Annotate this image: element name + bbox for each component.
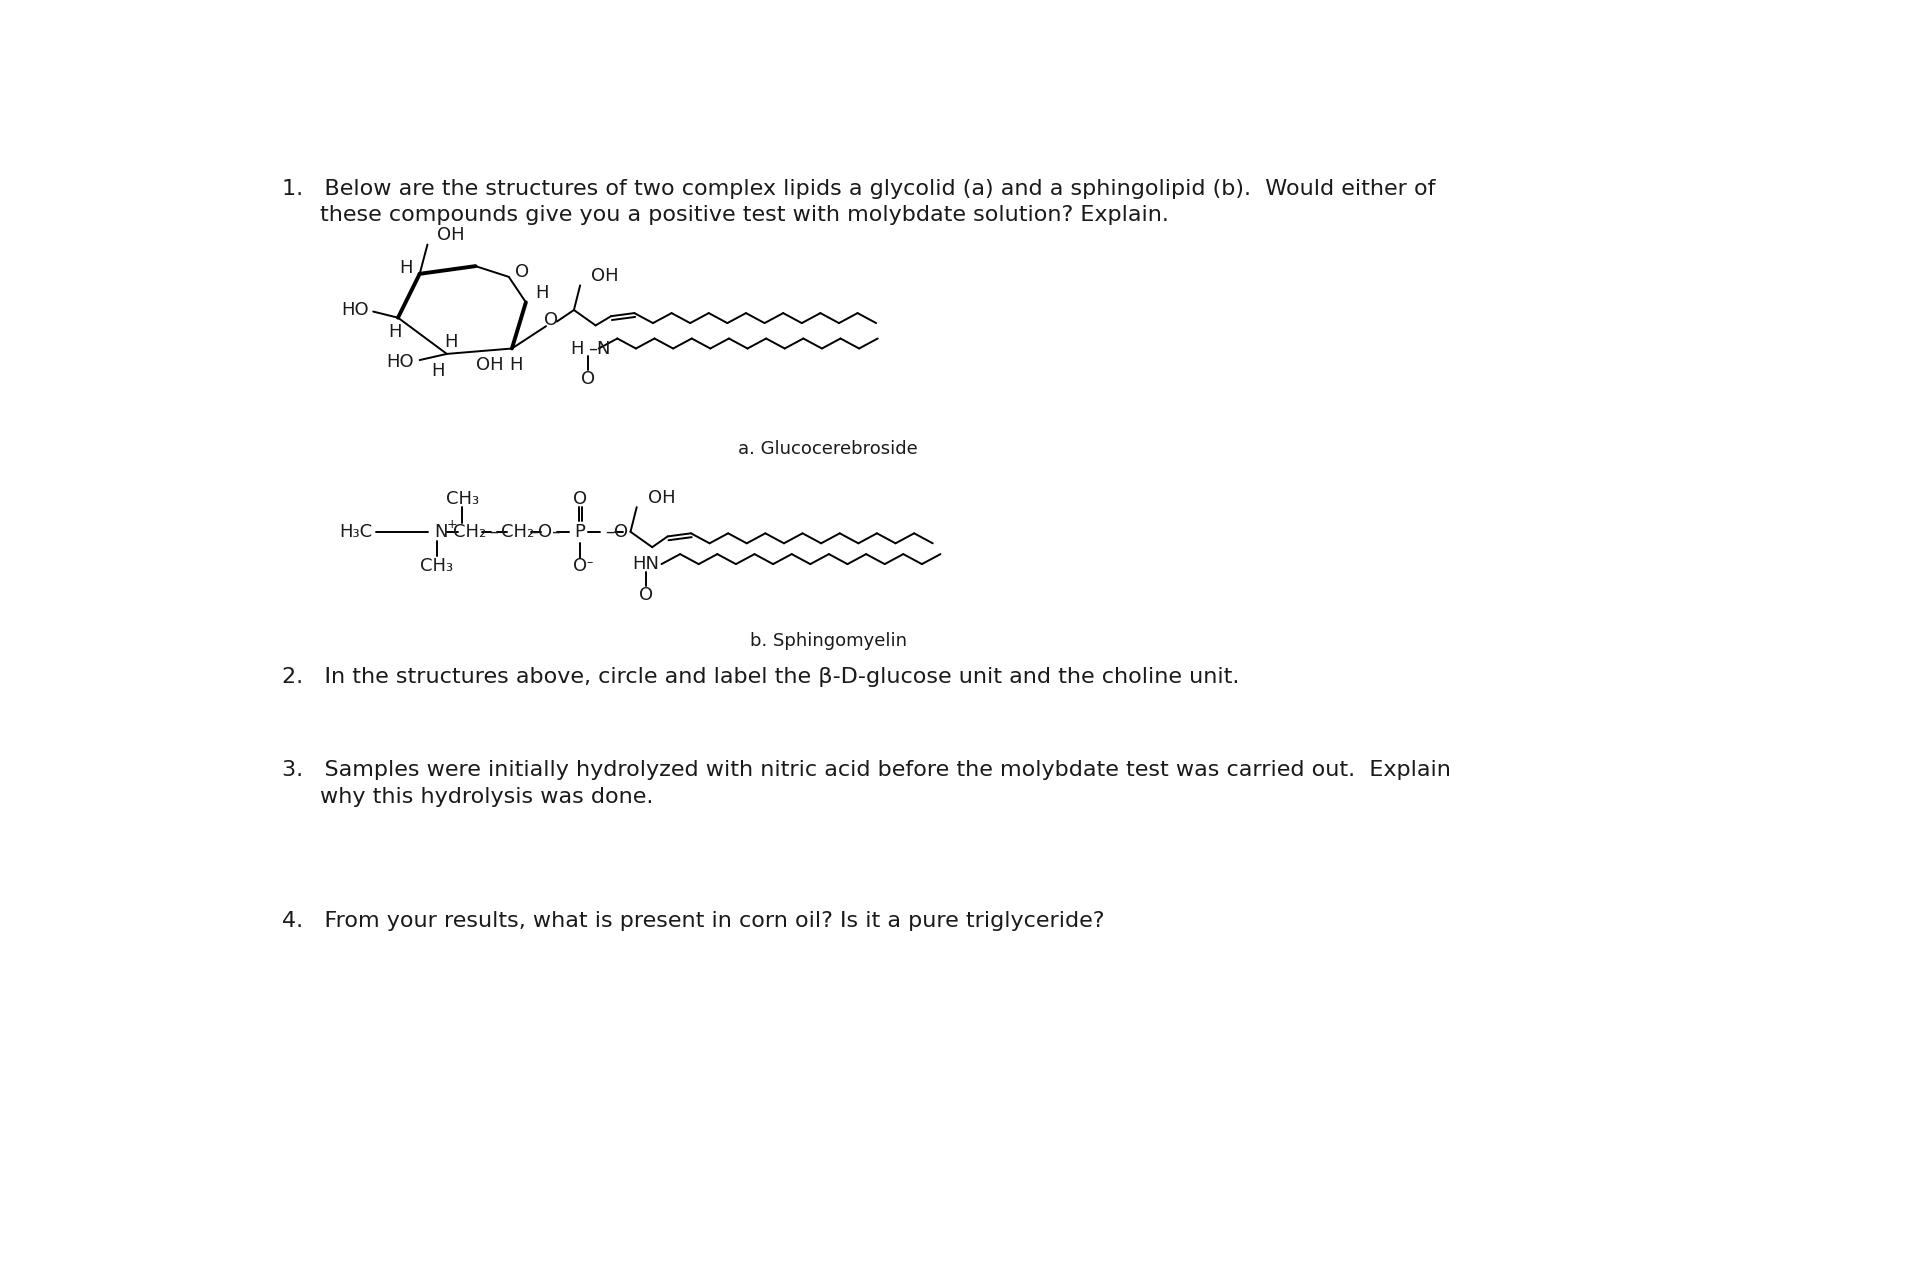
Text: O: O xyxy=(574,557,587,574)
Text: +: + xyxy=(448,517,457,530)
Text: CH₂: CH₂ xyxy=(453,522,486,540)
Text: –O–: –O– xyxy=(530,522,561,540)
Text: 1.   Below are the structures of two complex lipids a glycolid (a) and a sphingo: 1. Below are the structures of two compl… xyxy=(281,179,1435,199)
Text: –: – xyxy=(585,557,593,569)
Text: 3.   Samples were initially hydrolyzed with nitric acid before the molybdate tes: 3. Samples were initially hydrolyzed wit… xyxy=(281,761,1450,781)
Text: H: H xyxy=(388,322,402,341)
Text: –O: –O xyxy=(605,522,627,540)
Text: HO: HO xyxy=(341,301,369,320)
Text: O: O xyxy=(582,370,595,388)
Text: H: H xyxy=(444,332,457,350)
Text: CH₃: CH₃ xyxy=(446,491,478,508)
Text: why this hydrolysis was done.: why this hydrolysis was done. xyxy=(321,787,654,808)
Text: OH: OH xyxy=(436,226,465,245)
Text: CH₃: CH₃ xyxy=(421,557,453,574)
Text: O: O xyxy=(543,311,559,328)
Text: CH₂: CH₂ xyxy=(501,522,536,540)
Text: H₃C: H₃C xyxy=(339,522,373,540)
Text: HO: HO xyxy=(386,353,415,370)
Text: b. Sphingomyelin: b. Sphingomyelin xyxy=(750,633,907,650)
Text: –N: –N xyxy=(587,340,610,358)
Text: OH: OH xyxy=(591,268,618,285)
Text: HN: HN xyxy=(633,555,660,573)
Text: O: O xyxy=(639,586,652,604)
Text: O: O xyxy=(515,264,530,281)
Text: 2.   In the structures above, circle and label the β-D-glucose unit and the chol: 2. In the structures above, circle and l… xyxy=(281,667,1240,686)
Text: H: H xyxy=(536,284,549,302)
Text: OH: OH xyxy=(647,489,675,507)
Text: O: O xyxy=(574,491,587,508)
Text: H: H xyxy=(509,356,522,374)
Text: these compounds give you a positive test with molybdate solution? Explain.: these compounds give you a positive test… xyxy=(321,204,1169,224)
Text: a. Glucocerebroside: a. Glucocerebroside xyxy=(738,440,918,458)
Text: H: H xyxy=(430,361,444,380)
Text: OH: OH xyxy=(476,356,503,374)
Text: H: H xyxy=(400,259,413,276)
Text: P: P xyxy=(574,522,585,540)
Text: 4.   From your results, what is present in corn oil? Is it a pure triglyceride?: 4. From your results, what is present in… xyxy=(281,910,1104,931)
Text: H: H xyxy=(570,340,583,358)
Text: N: N xyxy=(434,522,448,540)
Text: –: – xyxy=(490,522,497,540)
